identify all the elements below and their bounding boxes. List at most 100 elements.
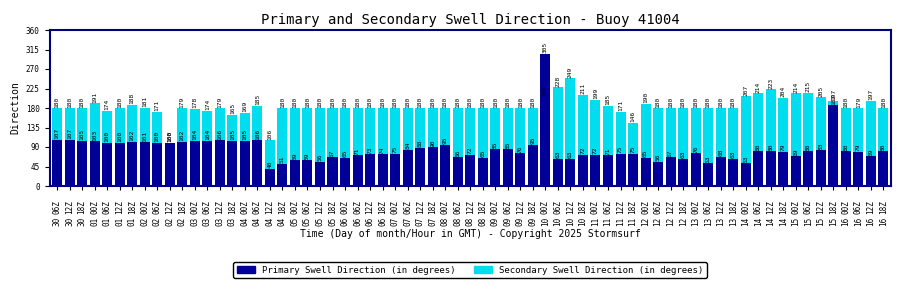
Text: 05: 05 bbox=[328, 217, 337, 226]
Text: 00Z: 00Z bbox=[541, 200, 550, 214]
Text: 06: 06 bbox=[378, 217, 387, 226]
Text: 06Z: 06Z bbox=[554, 200, 562, 214]
Text: 68: 68 bbox=[718, 148, 724, 156]
Bar bbox=[402, 150, 412, 186]
Bar bbox=[77, 108, 87, 186]
Text: 16: 16 bbox=[879, 217, 888, 226]
Text: 180: 180 bbox=[292, 96, 297, 108]
Text: 171: 171 bbox=[155, 100, 159, 112]
Text: 10: 10 bbox=[554, 217, 562, 226]
Text: 06Z: 06Z bbox=[704, 200, 713, 214]
Text: 249: 249 bbox=[568, 66, 573, 78]
Bar bbox=[866, 100, 876, 186]
Text: 18Z: 18Z bbox=[177, 200, 186, 214]
Bar bbox=[340, 108, 350, 186]
Text: 305: 305 bbox=[543, 42, 548, 53]
Bar bbox=[716, 157, 725, 186]
Text: 18Z: 18Z bbox=[829, 200, 838, 214]
Text: 00Z: 00Z bbox=[591, 200, 600, 214]
Bar bbox=[716, 108, 725, 186]
Bar bbox=[415, 108, 425, 186]
Text: 01: 01 bbox=[128, 217, 137, 226]
Text: 180: 180 bbox=[280, 96, 285, 108]
Bar bbox=[503, 149, 513, 186]
Bar bbox=[277, 108, 287, 186]
Text: 180: 180 bbox=[468, 96, 472, 108]
Text: 18Z: 18Z bbox=[778, 200, 788, 214]
Bar bbox=[816, 150, 826, 186]
Bar bbox=[491, 149, 500, 186]
Text: 188: 188 bbox=[130, 93, 135, 104]
Text: 74: 74 bbox=[380, 146, 385, 154]
Bar bbox=[152, 112, 162, 186]
Text: 105: 105 bbox=[79, 129, 85, 140]
Text: 18Z: 18Z bbox=[378, 200, 387, 214]
Bar bbox=[753, 151, 763, 186]
Bar bbox=[628, 154, 638, 186]
Text: 08: 08 bbox=[441, 217, 450, 226]
Text: 69: 69 bbox=[868, 148, 874, 156]
Text: 16: 16 bbox=[842, 217, 850, 226]
Text: 30: 30 bbox=[52, 217, 61, 226]
Bar bbox=[853, 152, 863, 186]
Bar bbox=[290, 108, 300, 186]
Bar bbox=[290, 160, 300, 186]
Text: 14: 14 bbox=[778, 217, 788, 226]
Text: 40: 40 bbox=[267, 161, 273, 168]
Text: 75: 75 bbox=[631, 146, 635, 153]
Bar bbox=[315, 108, 325, 186]
Bar bbox=[114, 143, 124, 186]
Text: 106: 106 bbox=[255, 128, 260, 140]
Text: 79: 79 bbox=[856, 144, 861, 151]
Text: 53: 53 bbox=[706, 155, 711, 163]
Text: 72: 72 bbox=[593, 147, 598, 154]
Text: 12Z: 12Z bbox=[365, 200, 374, 214]
Text: 06: 06 bbox=[353, 217, 362, 226]
Text: 65: 65 bbox=[481, 150, 485, 158]
Bar bbox=[841, 108, 850, 186]
Bar bbox=[428, 108, 437, 186]
Text: 75: 75 bbox=[392, 146, 398, 153]
Bar bbox=[753, 93, 763, 186]
Text: 18Z: 18Z bbox=[128, 200, 137, 214]
Title: Primary and Secondary Swell Direction - Buoy 41004: Primary and Secondary Swell Direction - … bbox=[261, 14, 680, 27]
Bar bbox=[491, 108, 500, 186]
Bar bbox=[628, 123, 638, 186]
Text: 11: 11 bbox=[591, 217, 600, 226]
Text: 01: 01 bbox=[90, 217, 99, 226]
Bar bbox=[791, 156, 801, 186]
Bar bbox=[741, 163, 751, 186]
Text: 18Z: 18Z bbox=[77, 200, 86, 214]
Text: 09: 09 bbox=[491, 217, 500, 226]
Text: 18Z: 18Z bbox=[528, 200, 537, 214]
Bar bbox=[603, 106, 613, 186]
Text: 12Z: 12Z bbox=[166, 200, 175, 214]
Bar bbox=[228, 140, 238, 186]
Text: 102: 102 bbox=[180, 130, 184, 141]
Text: 180: 180 bbox=[731, 96, 735, 108]
Text: 06: 06 bbox=[340, 217, 349, 226]
Text: 204: 204 bbox=[781, 86, 786, 97]
Text: 214: 214 bbox=[756, 82, 760, 93]
Text: 18Z: 18Z bbox=[278, 200, 287, 214]
Text: 180: 180 bbox=[493, 96, 498, 108]
Text: 30: 30 bbox=[77, 217, 86, 226]
Text: 18Z: 18Z bbox=[729, 200, 738, 214]
Bar bbox=[678, 159, 688, 186]
Text: 197: 197 bbox=[831, 89, 836, 100]
Text: 180: 180 bbox=[117, 96, 122, 108]
Text: 206: 206 bbox=[543, 85, 548, 96]
Text: 180: 180 bbox=[706, 96, 711, 108]
Text: 06Z: 06Z bbox=[303, 200, 312, 214]
Text: 53: 53 bbox=[743, 155, 748, 163]
Text: 12Z: 12Z bbox=[416, 200, 425, 214]
Legend: Primary Swell Direction (in degrees), Secondary Swell Direction (in degrees): Primary Swell Direction (in degrees), Se… bbox=[233, 262, 707, 278]
Text: 12Z: 12Z bbox=[566, 200, 575, 214]
Text: 180: 180 bbox=[392, 96, 398, 108]
Text: 06Z: 06Z bbox=[403, 200, 412, 214]
Text: 12Z: 12Z bbox=[516, 200, 525, 214]
Bar bbox=[328, 157, 338, 186]
Text: 104: 104 bbox=[193, 129, 197, 140]
Text: 100: 100 bbox=[167, 131, 172, 142]
Text: 103: 103 bbox=[92, 130, 97, 141]
